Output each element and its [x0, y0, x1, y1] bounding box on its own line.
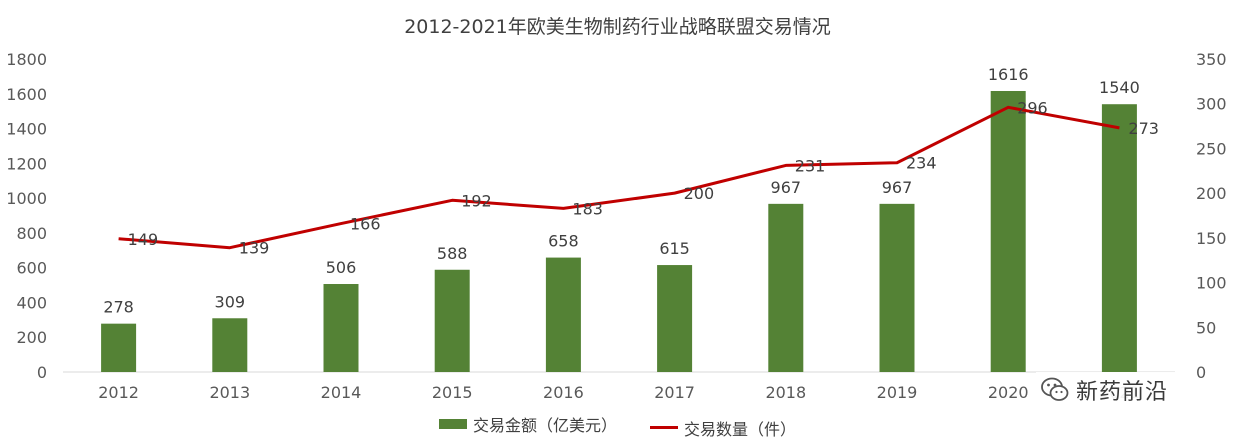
y-left-tick-label: 1400 [6, 120, 47, 139]
bar [768, 203, 804, 372]
bar-data-label: 309 [215, 292, 246, 311]
line-series [118, 105, 1120, 250]
line-data-label: 166 [350, 215, 381, 234]
wechat-icon [1041, 377, 1069, 401]
line-data-label: 192 [461, 191, 492, 210]
x-tick-label: 2020 [988, 383, 1029, 402]
y-right-tick-label: 150 [1196, 229, 1227, 248]
x-tick-label: 2014 [321, 383, 362, 402]
bar [434, 269, 470, 372]
legend-swatch-amount [438, 419, 467, 429]
y-left-tick-label: 1600 [6, 85, 47, 104]
y-right-tick-label: 0 [1196, 363, 1206, 382]
bar-data-label: 615 [659, 239, 690, 258]
bar [990, 90, 1026, 373]
y-left-tick-label: 600 [16, 259, 47, 278]
line-data-label: 183 [572, 199, 603, 218]
legend-label-amount: 交易金额（亿美元） [472, 416, 617, 435]
line-data-label: 296 [1017, 98, 1048, 117]
line-data-label: 149 [128, 230, 159, 249]
line-data-label: 200 [684, 184, 715, 203]
line-data-label: 139 [239, 239, 270, 258]
y-left-tick-label: 200 [16, 328, 47, 347]
bar [323, 284, 359, 372]
y-left-tick-label: 1000 [6, 189, 47, 208]
bar-data-label: 278 [103, 298, 134, 317]
y-left-tick-label: 800 [16, 224, 47, 243]
bar [212, 318, 248, 372]
y-left-tick-label: 1200 [6, 154, 47, 173]
y-right-tick-label: 250 [1196, 139, 1227, 158]
y-left-tick-label: 1800 [6, 50, 47, 69]
bar-data-label: 1616 [988, 65, 1029, 84]
line-data-label: 273 [1128, 119, 1159, 138]
legend: 交易金额（亿美元） 交易数量（件） [0, 412, 1235, 440]
bar [879, 203, 915, 372]
legend-item-count: 交易数量（件） [650, 416, 796, 440]
x-tick-label: 2013 [209, 383, 250, 402]
bar [657, 265, 693, 372]
y-right-tick-label: 350 [1196, 50, 1227, 69]
legend-item-amount: 交易金额（亿美元） [438, 412, 617, 436]
y-left-tick-label: 400 [16, 293, 47, 312]
bar-data-label: 506 [326, 258, 357, 277]
watermark-text: 新药前沿 [1076, 380, 1169, 405]
x-tick-label: 2019 [877, 383, 918, 402]
bar-data-label: 1540 [1099, 78, 1140, 97]
line-data-label: 234 [906, 154, 937, 173]
bar-data-label: 967 [771, 178, 802, 197]
y-left-tick-label: 0 [37, 363, 47, 382]
x-tick-label: 2018 [765, 383, 806, 402]
bar-data-label: 967 [882, 178, 913, 197]
bar [1101, 104, 1137, 372]
y-right-tick-label: 100 [1196, 274, 1227, 293]
bar [101, 323, 137, 372]
y-right-tick-label: 300 [1196, 95, 1227, 114]
x-tick-label: 2016 [543, 383, 584, 402]
legend-swatch-count [650, 426, 679, 429]
x-tick-label: 2012 [98, 383, 139, 402]
y-right-tick-label: 200 [1196, 184, 1227, 203]
y-right-tick-label: 50 [1196, 318, 1216, 337]
bar-data-label: 658 [548, 232, 579, 251]
line-data-label: 231 [795, 156, 826, 175]
legend-label-count: 交易数量（件） [684, 419, 797, 439]
x-tick-label: 2017 [654, 383, 695, 402]
bar-data-label: 588 [437, 244, 468, 263]
watermark: 新药前沿 [1036, 372, 1177, 408]
chart-title: 2012-2021年欧美生物制药行业战略联盟交易情况 [404, 16, 831, 38]
x-tick-label: 2015 [432, 383, 473, 402]
bar [545, 257, 581, 372]
